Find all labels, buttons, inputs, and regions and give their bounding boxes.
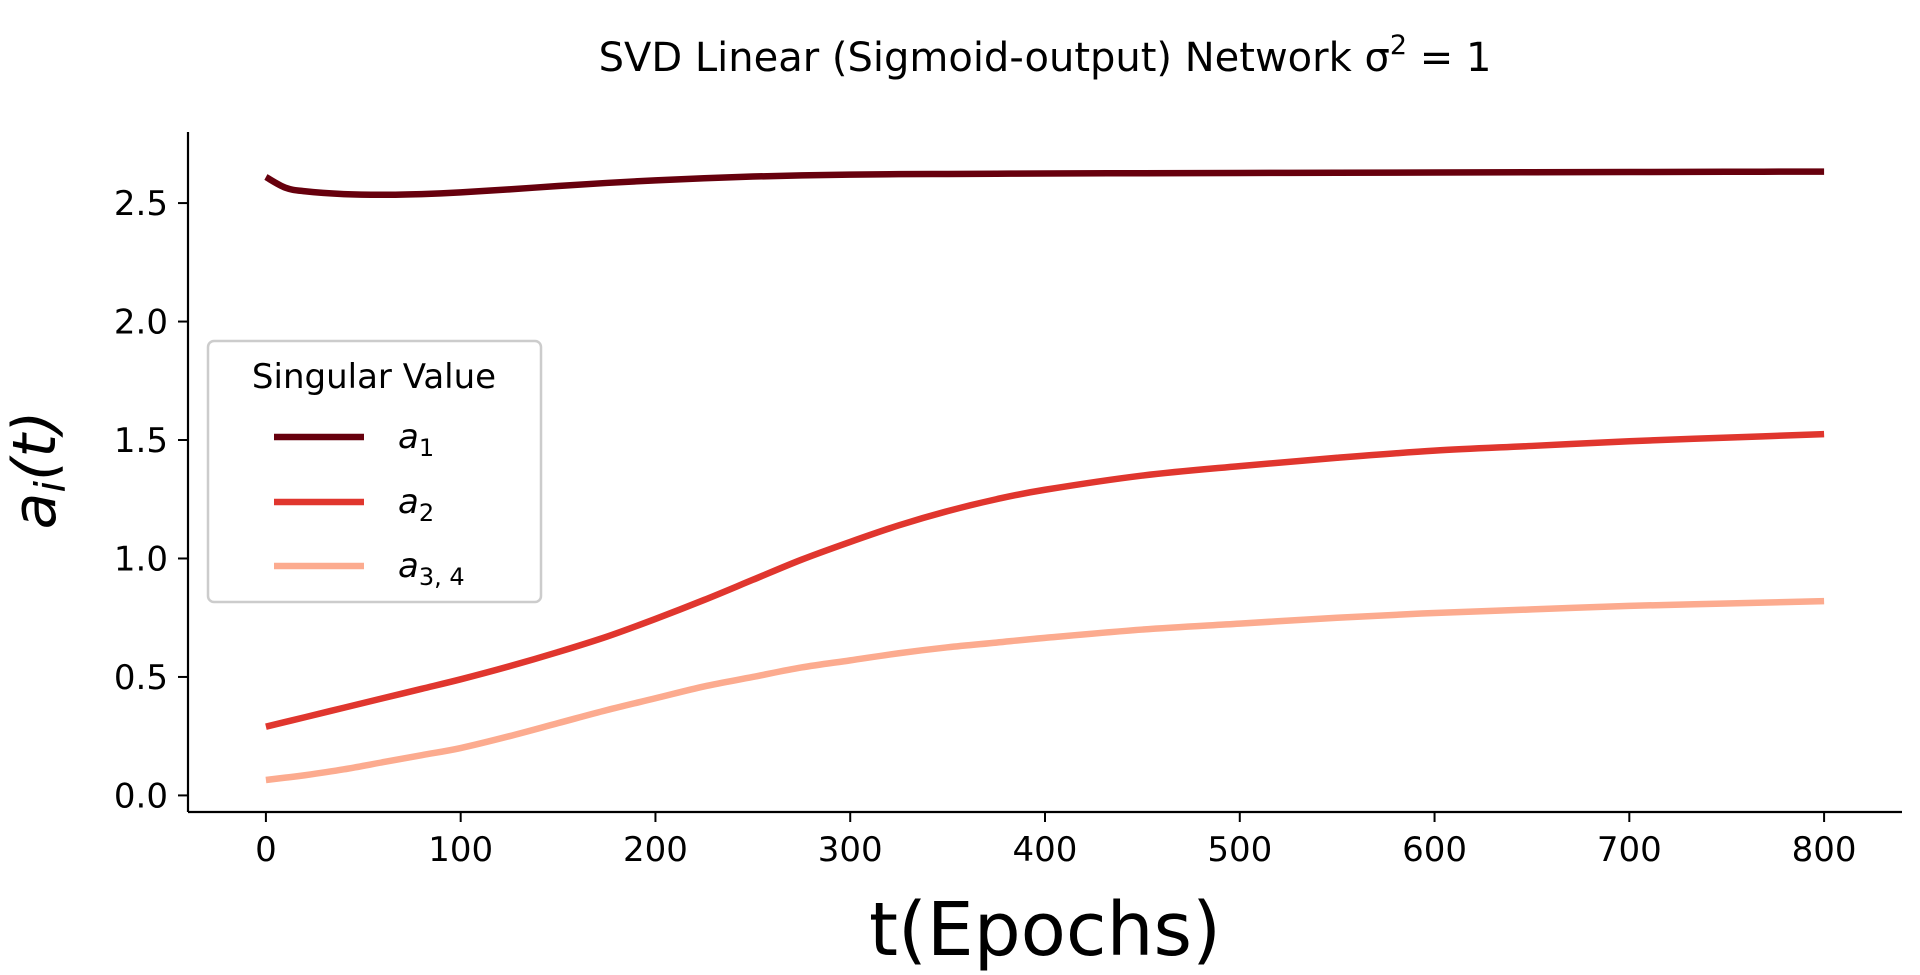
series-line-a3-4 — [265, 597, 1825, 784]
y-tick-label: 1.0 — [114, 539, 168, 579]
legend: Singular Value a1 a2 a3, 4 — [206, 339, 543, 604]
legend-label-a2: a2 — [398, 482, 434, 527]
y-tick-label: 1.5 — [114, 421, 168, 461]
x-tick-label: 200 — [623, 830, 688, 870]
x-axis-ticks: 0 100 200 300 400 500 600 700 800 — [255, 812, 1857, 870]
legend-frame — [206, 339, 543, 604]
legend-label-a1: a1 — [398, 417, 434, 462]
series-line-a1 — [264, 168, 1825, 199]
x-tick-label: 600 — [1402, 830, 1467, 870]
y-axis-ticks: 0.0 0.5 1.0 1.5 2.0 2.5 — [114, 184, 188, 816]
series-line-a2 — [265, 430, 1825, 730]
x-tick-label: 700 — [1597, 830, 1662, 870]
y-tick-label: 0.0 — [114, 776, 168, 816]
legend-title: Singular Value — [252, 357, 496, 397]
legend-items: a1 a2 a3, 4 — [274, 417, 465, 591]
x-tick-label: 800 — [1792, 830, 1857, 870]
x-tick-label: 500 — [1207, 830, 1272, 870]
x-tick-label: 100 — [428, 830, 493, 870]
series-lines — [264, 168, 1825, 784]
legend-label-a3-4: a3, 4 — [398, 546, 465, 591]
y-axis-label: ai(t) — [0, 411, 75, 530]
x-tick-label: 400 — [1013, 830, 1078, 870]
x-tick-label: 300 — [818, 830, 883, 870]
chart-title: SVD Linear (Sigmoid-output) Network σ2 =… — [599, 30, 1492, 81]
y-tick-label: 2.0 — [114, 303, 168, 343]
x-axis-label: t(Epochs) — [869, 887, 1221, 973]
x-tick-label: 0 — [255, 830, 277, 870]
y-tick-label: 0.5 — [114, 658, 168, 698]
y-tick-label: 2.5 — [114, 184, 168, 224]
